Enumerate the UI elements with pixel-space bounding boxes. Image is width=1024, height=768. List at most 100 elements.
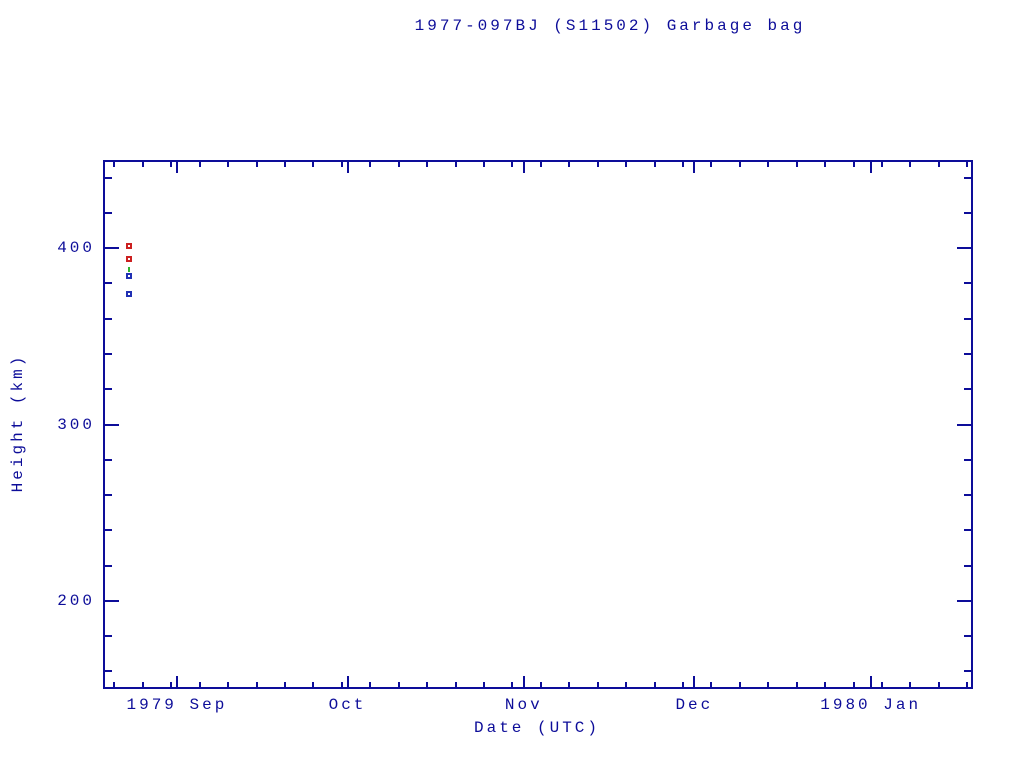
x-minor-tick (227, 682, 230, 687)
x-minor-tick (397, 162, 400, 167)
x-minor-tick (340, 162, 343, 167)
y-tick-label: 300 (57, 415, 95, 434)
x-minor-tick (596, 162, 599, 167)
data-point-blue-open-squares (125, 291, 132, 297)
x-major-tick (869, 676, 872, 687)
y-minor-tick (964, 529, 971, 532)
y-minor-tick (964, 388, 971, 391)
x-minor-tick (312, 162, 315, 167)
x-minor-tick (397, 682, 400, 687)
x-minor-tick (283, 162, 286, 167)
x-tick-label: Oct (328, 696, 367, 714)
x-minor-tick (511, 682, 514, 687)
x-minor-tick (738, 682, 741, 687)
y-minor-tick (964, 211, 971, 214)
y-minor-tick (964, 176, 971, 179)
x-minor-tick (682, 162, 684, 167)
data-point-red-open-squares (125, 255, 132, 262)
x-tick-label: Nov (504, 696, 543, 714)
x-minor-tick (767, 162, 770, 167)
x-minor-tick (482, 162, 485, 167)
x-minor-tick (710, 682, 713, 687)
y-minor-tick (964, 635, 971, 638)
x-minor-tick (909, 162, 912, 167)
y-major-tick (957, 423, 971, 426)
x-minor-tick (170, 682, 173, 687)
y-minor-tick (105, 211, 112, 214)
y-major-tick (105, 247, 119, 250)
x-minor-tick (966, 682, 969, 687)
y-minor-tick (964, 352, 971, 355)
y-minor-tick (105, 564, 112, 567)
y-tick-label: 200 (57, 591, 95, 610)
y-major-tick (105, 423, 119, 426)
y-minor-tick (964, 458, 971, 461)
y-minor-tick (964, 282, 971, 285)
x-minor-tick (198, 682, 201, 687)
x-minor-tick (454, 162, 457, 167)
y-minor-tick (105, 388, 112, 391)
x-minor-tick (170, 162, 173, 167)
x-minor-tick (824, 162, 827, 167)
x-major-tick (522, 676, 525, 687)
x-minor-tick (227, 162, 230, 167)
y-minor-tick (105, 494, 112, 497)
x-minor-tick (738, 162, 741, 167)
x-minor-tick (852, 682, 855, 687)
x-minor-tick (568, 162, 571, 167)
x-minor-tick (767, 682, 770, 687)
x-minor-tick (426, 162, 429, 167)
y-minor-tick (964, 564, 971, 567)
x-minor-tick (369, 162, 372, 167)
x-axis-title: Date (UTC) (473, 719, 600, 737)
x-major-tick (693, 162, 696, 173)
y-axis-title: Height (km) (9, 353, 27, 493)
x-minor-tick (625, 682, 628, 687)
x-minor-tick (795, 682, 798, 687)
x-minor-tick (795, 162, 798, 167)
y-minor-tick (105, 352, 112, 355)
y-minor-tick (105, 635, 112, 638)
x-major-tick (175, 162, 178, 173)
x-major-tick (522, 162, 525, 173)
y-minor-tick (105, 458, 112, 461)
x-minor-tick (141, 682, 144, 687)
x-minor-tick (881, 682, 884, 687)
x-minor-tick (454, 682, 457, 687)
y-tick-label: 400 (57, 239, 95, 258)
x-minor-tick (909, 682, 912, 687)
x-tick-label: Dec (675, 696, 714, 714)
x-minor-tick (937, 682, 940, 687)
y-minor-tick (105, 282, 112, 285)
x-minor-tick (340, 682, 343, 687)
x-minor-tick (141, 162, 144, 167)
x-minor-tick (369, 682, 372, 687)
x-minor-tick (511, 162, 514, 167)
x-minor-tick (312, 682, 315, 687)
plot-frame (103, 160, 973, 689)
data-point-green-dash (127, 267, 130, 273)
y-major-tick (957, 247, 971, 250)
x-minor-tick (568, 682, 571, 687)
x-major-tick (693, 676, 696, 687)
x-minor-tick (198, 162, 201, 167)
x-minor-tick (596, 682, 599, 687)
y-minor-tick (964, 670, 971, 673)
x-minor-tick (255, 682, 258, 687)
data-point-red-open-squares (125, 243, 132, 250)
x-minor-tick (113, 162, 116, 167)
data-point-blue-open-squares (125, 273, 132, 280)
x-minor-tick (283, 682, 286, 687)
x-major-tick (346, 162, 349, 173)
y-minor-tick (105, 529, 112, 532)
x-minor-tick (937, 162, 940, 167)
x-minor-tick (852, 162, 855, 167)
y-minor-tick (105, 176, 112, 179)
y-major-tick (957, 599, 971, 602)
x-minor-tick (881, 162, 884, 167)
y-major-tick (105, 599, 119, 602)
x-minor-tick (653, 162, 656, 167)
x-tick-label: 1980 Jan (820, 696, 922, 714)
x-minor-tick (539, 682, 542, 687)
